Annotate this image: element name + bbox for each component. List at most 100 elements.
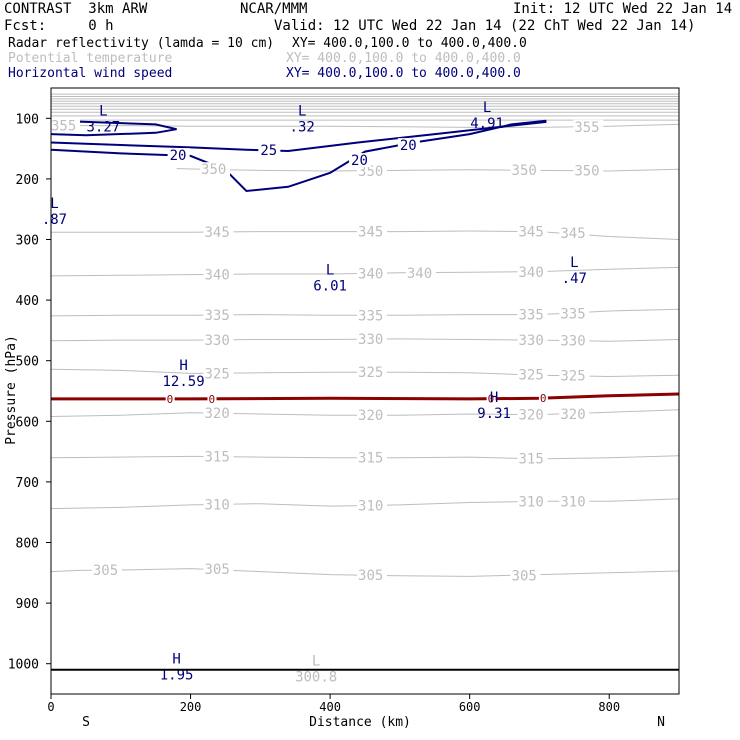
theta-extremum-value: 300.8	[295, 670, 337, 686]
theta-label-bg	[517, 224, 548, 239]
theta-label-bg	[573, 119, 604, 134]
wind-extremum-type: L	[99, 103, 107, 119]
theta-label-bg	[203, 449, 234, 464]
theta-label-bg	[91, 563, 122, 578]
wind-extremum-value: 12.59	[162, 374, 204, 390]
wind-line-25	[50, 120, 547, 153]
theta-label-340: 340	[205, 268, 230, 284]
header-init: Init: 12 UTC Wed 22 Jan 14	[513, 1, 733, 17]
theta-label-bg	[203, 225, 234, 240]
theta-label-bg	[517, 307, 548, 322]
theta-label-310: 310	[205, 498, 230, 514]
theta-label-bg	[573, 163, 604, 178]
freezing-label: 0	[167, 393, 174, 406]
theta-label-320: 320	[560, 407, 585, 423]
y-tick-label: 900	[16, 597, 39, 612]
y-tick-label: 100	[16, 112, 39, 127]
wind-label-bg	[167, 148, 190, 163]
wind-extremum-type: H	[172, 652, 180, 668]
y-tick-label: 1000	[8, 658, 39, 673]
theta-label-315: 315	[519, 451, 544, 467]
theta-label-bg	[510, 568, 541, 583]
wind-label-20: 20	[170, 148, 187, 164]
theta-label-bg	[357, 450, 388, 465]
theta-label-bg	[357, 308, 388, 323]
theta-label-320: 320	[358, 408, 383, 424]
theta-label-bg	[559, 226, 590, 241]
freezing-label-bg	[207, 393, 217, 404]
wind-extremum-type: L	[570, 255, 578, 271]
wind-extremum-value: .47	[562, 271, 587, 287]
theta-label-335: 335	[519, 308, 544, 324]
theta-line-350	[176, 168, 680, 172]
header-model: CONTRAST 3km ARW	[4, 1, 148, 17]
theta-label-bg	[559, 368, 590, 383]
header-org: NCAR/MMM	[240, 1, 308, 17]
freezing-label: 0	[488, 393, 495, 406]
theta-label-bg	[559, 494, 590, 509]
theta-label-335: 335	[358, 308, 383, 324]
theta-label-bg	[203, 267, 234, 282]
field-reflectivity-xy: XY= 400.0,100.0 to 400.0,400.0	[292, 36, 527, 51]
theta-label-330: 330	[519, 333, 544, 349]
wind-label-bg	[349, 153, 372, 168]
y-tick-label: 600	[16, 415, 39, 430]
y-tick-label: 800	[16, 537, 39, 552]
y-tick-label: 500	[16, 355, 39, 370]
theta-label-315: 315	[205, 450, 230, 466]
theta-label-350: 350	[358, 164, 383, 180]
theta-label-345: 345	[358, 225, 383, 241]
x-tick-label: 200	[180, 700, 202, 714]
header-fcst: Fcst: 0 h	[4, 18, 114, 34]
plot-frame	[50, 87, 680, 695]
theta-label-345: 345	[519, 224, 544, 240]
x-axis-label: Distance (km)	[309, 715, 411, 730]
field-wind-xy: XY= 400.0,100.0 to 400.0,400.0	[286, 66, 521, 81]
y-tick-label: 400	[16, 294, 39, 309]
contour-labels: 305 305 305 305 310 310 310 310 315 315 315 320 320 3…	[42, 100, 604, 686]
theta-label-bg	[517, 264, 548, 279]
theta-label-bg	[559, 306, 590, 321]
theta-label-bg	[517, 407, 548, 422]
x-tick-label: 400	[319, 700, 341, 714]
wind-extremum-type: H	[179, 358, 187, 374]
theta-label-bg	[357, 365, 388, 380]
theta-label-345: 345	[205, 225, 230, 241]
theta-label-bg	[203, 366, 234, 381]
theta-extremum-type: L	[312, 654, 320, 670]
theta-label-325: 325	[358, 365, 383, 381]
theta-label-bg	[50, 118, 80, 133]
theta-label-bg	[517, 451, 548, 466]
wind-extremum-type: L	[483, 100, 491, 116]
theta-label-bg	[559, 333, 590, 348]
theta-label-305: 305	[93, 563, 118, 579]
wind-extremum-value: 4.91	[470, 116, 504, 132]
x-end-right: N	[657, 715, 665, 730]
theta-label-320: 320	[519, 407, 544, 423]
theta-label-340: 340	[407, 266, 432, 282]
theta-label-bg	[203, 308, 234, 323]
theta-label-bg	[357, 224, 388, 239]
theta-label-bg	[517, 494, 548, 509]
theta-label-bg	[357, 332, 388, 347]
wind-label-20: 20	[351, 153, 368, 169]
freezing-label: 0	[540, 392, 547, 405]
theta-label-350: 350	[512, 163, 537, 179]
theta-label-305: 305	[205, 562, 230, 578]
wind-extremum-value: .32	[290, 119, 315, 135]
theta-label-bg	[517, 367, 548, 382]
theta-label-325: 325	[205, 366, 230, 382]
wind-extremum-type: L	[50, 196, 58, 212]
theta-label-320: 320	[205, 406, 230, 422]
theta-label-310: 310	[358, 499, 383, 515]
freezing-label-bg	[165, 393, 175, 404]
wind-extremum-value: 9.31	[477, 406, 511, 422]
theta-label-bg	[357, 498, 388, 513]
theta-label-bg	[357, 568, 388, 583]
field-wind-name: Horizontal wind speed	[8, 66, 173, 81]
theta-label-bg	[357, 408, 388, 423]
wind-label-bg	[258, 143, 281, 158]
theta-label-bg	[203, 406, 234, 421]
wind-extremum-type: L	[326, 263, 334, 279]
